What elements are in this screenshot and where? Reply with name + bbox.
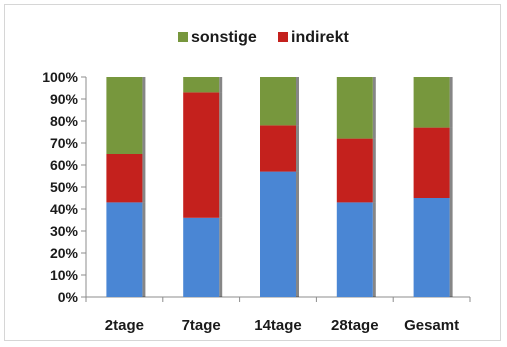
y-tick-label: 40% bbox=[50, 201, 79, 217]
bar-shadow bbox=[219, 217, 223, 297]
bar-7tage-series-1 bbox=[183, 217, 220, 297]
bar-shadow bbox=[296, 77, 299, 126]
y-tick-label: 50% bbox=[50, 179, 79, 195]
legend-swatch-indirekt bbox=[278, 32, 288, 42]
y-tick-label: 100% bbox=[42, 69, 78, 85]
bar-28tage-indirekt bbox=[336, 138, 373, 203]
bar-shadow bbox=[219, 92, 223, 218]
bar-7tage-indirekt bbox=[183, 92, 220, 218]
bar-shadow bbox=[449, 77, 453, 128]
y-tick-label: 30% bbox=[50, 223, 79, 239]
y-tick-label: 20% bbox=[50, 245, 79, 261]
x-tick-label: 7tage bbox=[182, 317, 221, 334]
bar-shadow bbox=[449, 198, 453, 297]
legend-label-indirekt: indirekt bbox=[291, 29, 349, 46]
bar-shadow bbox=[372, 202, 376, 297]
legend: sonstige indirekt bbox=[178, 29, 349, 46]
legend-label-sonstige: sonstige bbox=[191, 29, 257, 46]
y-tick-label: 10% bbox=[50, 267, 79, 283]
y-tick-label: 60% bbox=[50, 157, 79, 173]
bar-gesamt-indirekt bbox=[413, 127, 450, 198]
bar-shadow bbox=[372, 138, 376, 203]
bar-14tage-series-1 bbox=[260, 171, 296, 297]
x-tick-label: 2tage bbox=[105, 317, 144, 334]
bar-shadow bbox=[449, 127, 453, 198]
y-tick-label: 80% bbox=[50, 113, 79, 129]
bar-28tage-sonstige bbox=[336, 77, 373, 139]
bar-14tage-sonstige bbox=[260, 77, 296, 126]
bar-shadow bbox=[296, 171, 299, 297]
x-tick-label: 14tage bbox=[254, 317, 302, 334]
y-tick-label: 90% bbox=[50, 91, 79, 107]
bar-gesamt-series-1 bbox=[413, 198, 450, 297]
bar-7tage-sonstige bbox=[183, 77, 220, 93]
bar-shadow bbox=[219, 77, 223, 93]
bar-shadow bbox=[142, 154, 146, 203]
bar-2tage-indirekt bbox=[106, 154, 143, 203]
bar-2tage-sonstige bbox=[106, 77, 143, 154]
bar-gesamt-sonstige bbox=[413, 77, 450, 128]
bar-2tage-series-1 bbox=[106, 202, 143, 297]
bar-shadow bbox=[372, 77, 376, 139]
x-tick-label: 28tage bbox=[331, 317, 379, 334]
axes: 0% 10% 20% 30% 40% 50% 60% 70% 80% 90% 100% 2tage 7t… bbox=[42, 69, 471, 334]
bar-28tage-series-1 bbox=[336, 202, 373, 297]
bar-shadow bbox=[142, 77, 146, 154]
y-tick-label: 0% bbox=[58, 289, 79, 305]
bar-14tage-indirekt bbox=[260, 125, 296, 172]
legend-swatch-sonstige bbox=[178, 32, 188, 42]
bar-shadow bbox=[142, 202, 146, 297]
bar-shadow bbox=[296, 125, 299, 172]
bars bbox=[106, 77, 453, 297]
x-tick-label: Gesamt bbox=[404, 317, 459, 334]
y-tick-label: 70% bbox=[50, 135, 79, 151]
